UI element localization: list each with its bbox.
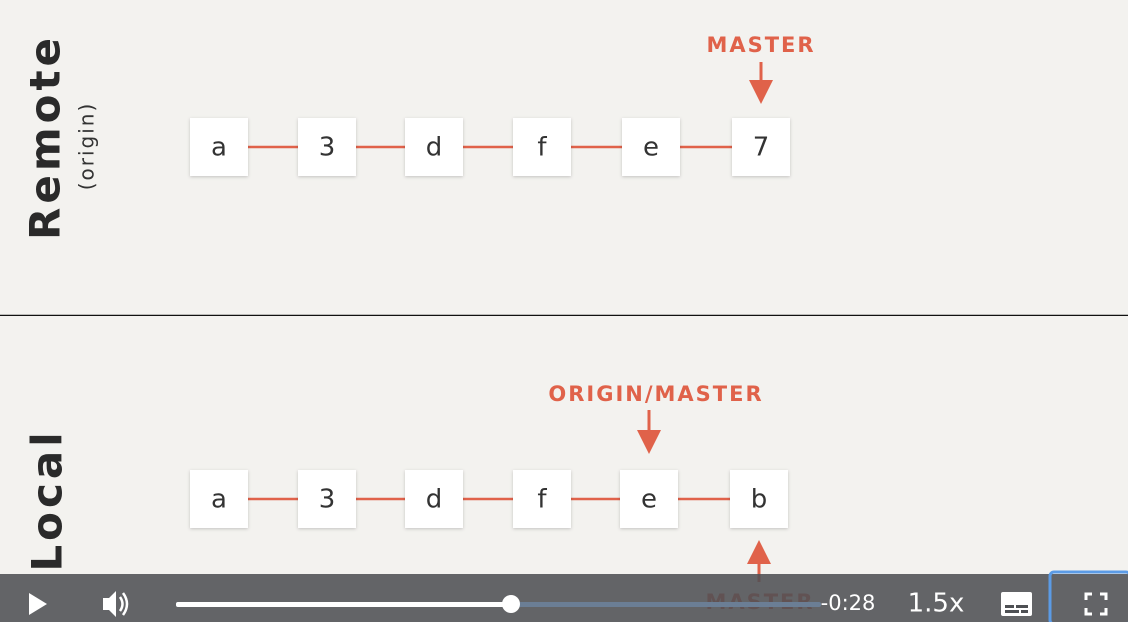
volume-button[interactable] <box>103 591 129 617</box>
speed-button[interactable]: 1.5x <box>908 589 965 619</box>
commit-box <box>513 470 571 528</box>
local-title: Local <box>23 428 72 571</box>
commit-box <box>190 470 248 528</box>
commit-box <box>405 470 463 528</box>
fullscreen-button[interactable] <box>1048 570 1128 622</box>
commit-box <box>298 118 356 176</box>
commit-label: e <box>643 133 659 163</box>
commit-box <box>298 470 356 528</box>
master-pointer: MASTER <box>706 33 815 57</box>
control-bar: -0:28 1.5x <box>0 570 1128 622</box>
progress-handle[interactable] <box>502 595 520 613</box>
remote-subtitle: (origin) <box>75 102 99 191</box>
commit-box <box>622 118 680 176</box>
play-button[interactable] <box>29 593 47 615</box>
commit-label: f <box>537 485 547 515</box>
commit-label: a <box>211 133 227 163</box>
commit-label: d <box>426 133 443 163</box>
commit-label: d <box>426 485 443 515</box>
commit-label: e <box>641 485 657 515</box>
commit-label: 3 <box>319 133 336 163</box>
commit-box <box>513 118 571 176</box>
control-bar-bg <box>0 574 1128 622</box>
commit-graph: a 3 d f e 7 a 3 d f e b <box>190 118 790 528</box>
commit-box <box>732 118 790 176</box>
commit-box <box>190 118 248 176</box>
commit-label: 7 <box>753 133 770 163</box>
commit-box <box>620 470 678 528</box>
progress-played <box>176 602 511 607</box>
time-remaining: -0:28 <box>821 591 876 615</box>
commit-label: b <box>751 485 768 515</box>
origin-master-pointer: ORIGIN/MASTER <box>548 382 763 406</box>
commit-label: f <box>537 133 547 163</box>
commit-box <box>730 470 788 528</box>
commit-label: 3 <box>319 485 336 515</box>
remote-title: Remote <box>21 34 70 240</box>
commit-box <box>405 118 463 176</box>
captions-button[interactable] <box>1001 592 1032 616</box>
local-panel <box>0 316 1128 622</box>
commit-label: a <box>211 485 227 515</box>
